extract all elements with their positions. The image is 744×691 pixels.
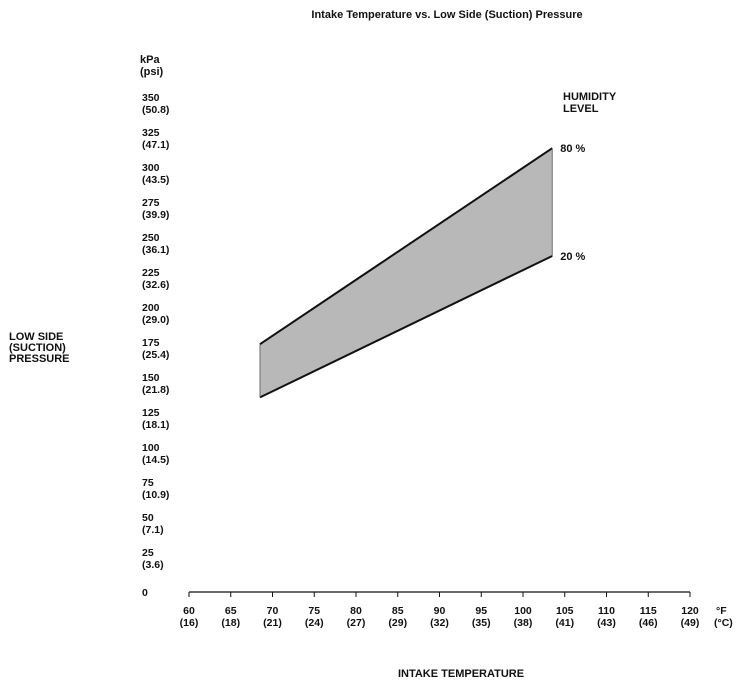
y-tick-kpa: 100 (142, 442, 160, 454)
x-tick-celsius: (21) (263, 617, 282, 629)
y-tick-kpa: 300 (142, 162, 160, 174)
y-axis-label-line-2: (SUCTION) (9, 342, 66, 354)
chart-title: Intake Temperature vs. Low Side (Suction… (311, 9, 582, 21)
y-tick-psi: (21.8) (142, 384, 169, 396)
x-tick-celsius: (41) (555, 617, 574, 629)
y-tick-kpa: 200 (142, 302, 160, 314)
x-tick-celsius: (46) (639, 617, 658, 629)
y-tick-psi: (32.6) (142, 279, 169, 291)
x-tick-fahrenheit: 60 (183, 605, 195, 617)
y-tick-psi: (3.6) (142, 559, 164, 571)
y-tick-psi: (47.1) (142, 139, 169, 151)
y-tick-psi: (29.0) (142, 314, 169, 326)
x-tick-celsius: (24) (305, 617, 324, 629)
series-line-80-percent (259, 147, 553, 346)
y-tick-labels: 0 25(3.6) 50(7.1) 75(10.9) 100(14.5) 125(18.1… (142, 92, 169, 599)
x-axis-label: INTAKE TEMPERATURE (398, 668, 524, 680)
x-tick-celsius: (16) (180, 617, 199, 629)
y-tick-psi: (14.5) (142, 454, 169, 466)
x-tick-celsius: (27) (347, 617, 366, 629)
x-tick-celsius: (43) (597, 617, 616, 629)
y-tick-kpa: 25 (142, 547, 154, 559)
series-line-20-percent (259, 255, 553, 399)
y-tick-kpa: 350 (142, 92, 160, 104)
x-tick-fahrenheit: 90 (434, 605, 446, 617)
y-tick-psi: (18.1) (142, 419, 169, 431)
y-tick-psi: (36.1) (142, 244, 169, 256)
x-tick-fahrenheit: 75 (308, 605, 320, 617)
series-lines: 80 % 20 % (259, 143, 586, 399)
legend-title-line-2: LEVEL (563, 103, 599, 115)
series-label-80-percent: 80 % (560, 143, 585, 155)
y-tick-psi: (7.1) (142, 524, 164, 536)
x-tick-fahrenheit: 115 (640, 605, 657, 617)
x-unit-f: °F (716, 605, 727, 617)
y-tick-kpa: 0 (142, 587, 148, 599)
legend-title-line-1: HUMIDITY (563, 91, 617, 103)
y-tick-kpa: 250 (142, 232, 160, 244)
y-tick-psi: (50.8) (142, 104, 169, 116)
y-tick-kpa: 325 (142, 127, 160, 139)
y-unit-psi: (psi) (140, 66, 164, 78)
y-tick-kpa: 50 (142, 512, 154, 524)
y-axis-label-line-1: LOW SIDE (9, 331, 63, 343)
x-tick-celsius: (32) (430, 617, 449, 629)
x-tick-fahrenheit: 65 (225, 605, 237, 617)
y-tick-kpa: 125 (142, 407, 160, 419)
y-tick-kpa: 175 (142, 337, 160, 349)
x-tick-fahrenheit: 95 (475, 605, 487, 617)
x-tick-celsius: (18) (221, 617, 240, 629)
y-tick-kpa: 75 (142, 477, 154, 489)
x-tick-celsius: (38) (514, 617, 533, 629)
y-tick-psi: (25.4) (142, 349, 169, 361)
y-tick-kpa: 225 (142, 267, 160, 279)
y-unit-kpa: kPa (140, 54, 160, 66)
x-tick-celsius: (35) (472, 617, 491, 629)
y-tick-kpa: 150 (142, 372, 160, 384)
x-tick-fahrenheit: 70 (267, 605, 279, 617)
y-tick-kpa: 275 (142, 197, 160, 209)
x-tick-fahrenheit: 120 (681, 605, 699, 617)
humidity-range-band (259, 148, 553, 398)
y-tick-psi: (10.9) (142, 489, 169, 501)
y-tick-psi: (43.5) (142, 174, 169, 186)
x-tick-celsius: (29) (388, 617, 407, 629)
x-tick-fahrenheit: 100 (514, 605, 532, 617)
x-unit-c: (°C) (714, 617, 733, 629)
x-tick-fahrenheit: 110 (598, 605, 615, 617)
y-tick-psi: (39.9) (142, 209, 169, 221)
x-tick-labels: 60(16)65(18)70(21)75(24)80(27)85(29)90(3… (180, 592, 700, 629)
x-tick-fahrenheit: 80 (350, 605, 362, 617)
x-tick-fahrenheit: 85 (392, 605, 404, 617)
x-tick-celsius: (49) (681, 617, 700, 629)
x-tick-fahrenheit: 105 (556, 605, 574, 617)
series-label-20-percent: 20 % (560, 251, 585, 263)
y-axis-label-line-3: PRESSURE (9, 353, 70, 365)
humidity-band (259, 148, 553, 398)
